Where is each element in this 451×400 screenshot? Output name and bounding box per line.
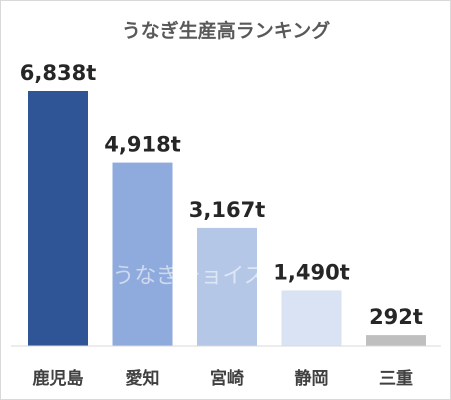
value-label-1: 6,838t [20,61,96,85]
category-labels-group: 鹿児島 愛知 宮崎 静岡 三重 [33,368,414,389]
value-labels-group: 6,838t 4,918t 3,167t 1,490t 292t [20,61,423,329]
category-label-3: 宮崎 [210,368,244,389]
value-label-4: 1,490t [273,260,349,284]
category-label-2: 愛知 [126,368,160,389]
bar-5 [366,335,426,346]
bar-4 [281,290,342,346]
bar-3 [197,227,257,346]
value-label-2: 4,918t [104,133,180,157]
bar-2 [112,162,173,346]
value-label-3: 3,167t [189,198,265,222]
bars-group [28,91,426,346]
category-label-1: 鹿児島 [33,368,84,389]
category-label-4: 静岡 [295,368,329,389]
watermark-text: うなぎチョイス [112,264,265,289]
bar-1 [28,91,88,346]
value-label-5: 292t [369,305,423,329]
category-label-5: 三重 [379,368,413,389]
chart-title: うなぎ生産高ランキング [122,19,330,42]
